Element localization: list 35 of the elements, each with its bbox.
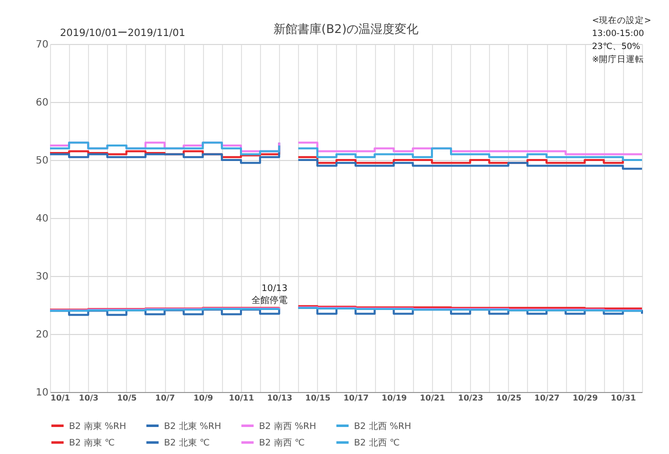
x-tick-label: 10/23 [458,394,484,402]
x-tick-label: 10/7 [155,394,175,402]
y-tick-label: 10 [36,388,48,398]
x-tick-label: 10/29 [572,394,598,402]
x-tick-label: 10/3 [78,394,99,402]
legend-label: B2 南東 %RH [69,420,126,432]
y-tick-label: 70 [36,40,48,50]
x-tick-label: 10/27 [534,394,560,402]
legend-label: B2 北東 %RH [164,420,222,432]
legend-label: B2 北東 ℃ [164,438,210,448]
legend-label: B2 北西 %RH [354,420,412,432]
legend-label: B2 南西 %RH [259,420,316,432]
x-tick-label: 10/9 [193,394,214,402]
x-tick-label: 10/13 [267,394,292,402]
x-tick-label: 10/17 [343,394,369,402]
x-tick-label: 10/25 [496,394,522,402]
legend-label: B2 北西 ℃ [354,438,400,448]
chart-subtitle: 2019/10/01ー2019/11/01 [60,28,186,39]
annotation: 10/13 全館停電 [251,284,288,306]
x-tick-label: 10/5 [117,394,138,402]
x-tick-label: 10/15 [305,394,331,402]
x-tick-label: 10/11 [228,394,254,402]
y-tick-label: 30 [36,272,48,282]
y-tick-label: 60 [36,98,48,108]
y-tick-label: 20 [36,330,48,340]
x-tick-label: 10/21 [420,394,446,402]
legend-label: B2 南東 ℃ [69,438,115,448]
y-tick-label: 40 [36,214,48,224]
x-tick-label: 10/31 [610,394,636,402]
x-tick-label: 10/1 [50,394,71,402]
legend-label: B2 南西 ℃ [259,438,305,448]
chart-title: 新館書庫(B2)の温湿度変化 [273,22,419,36]
x-tick-label: 10/19 [382,394,408,402]
annotation: <現在の設定> 13:00-15:00 23℃、50% ※開庁日運転 [592,15,652,65]
y-tick-label: 50 [36,156,48,166]
